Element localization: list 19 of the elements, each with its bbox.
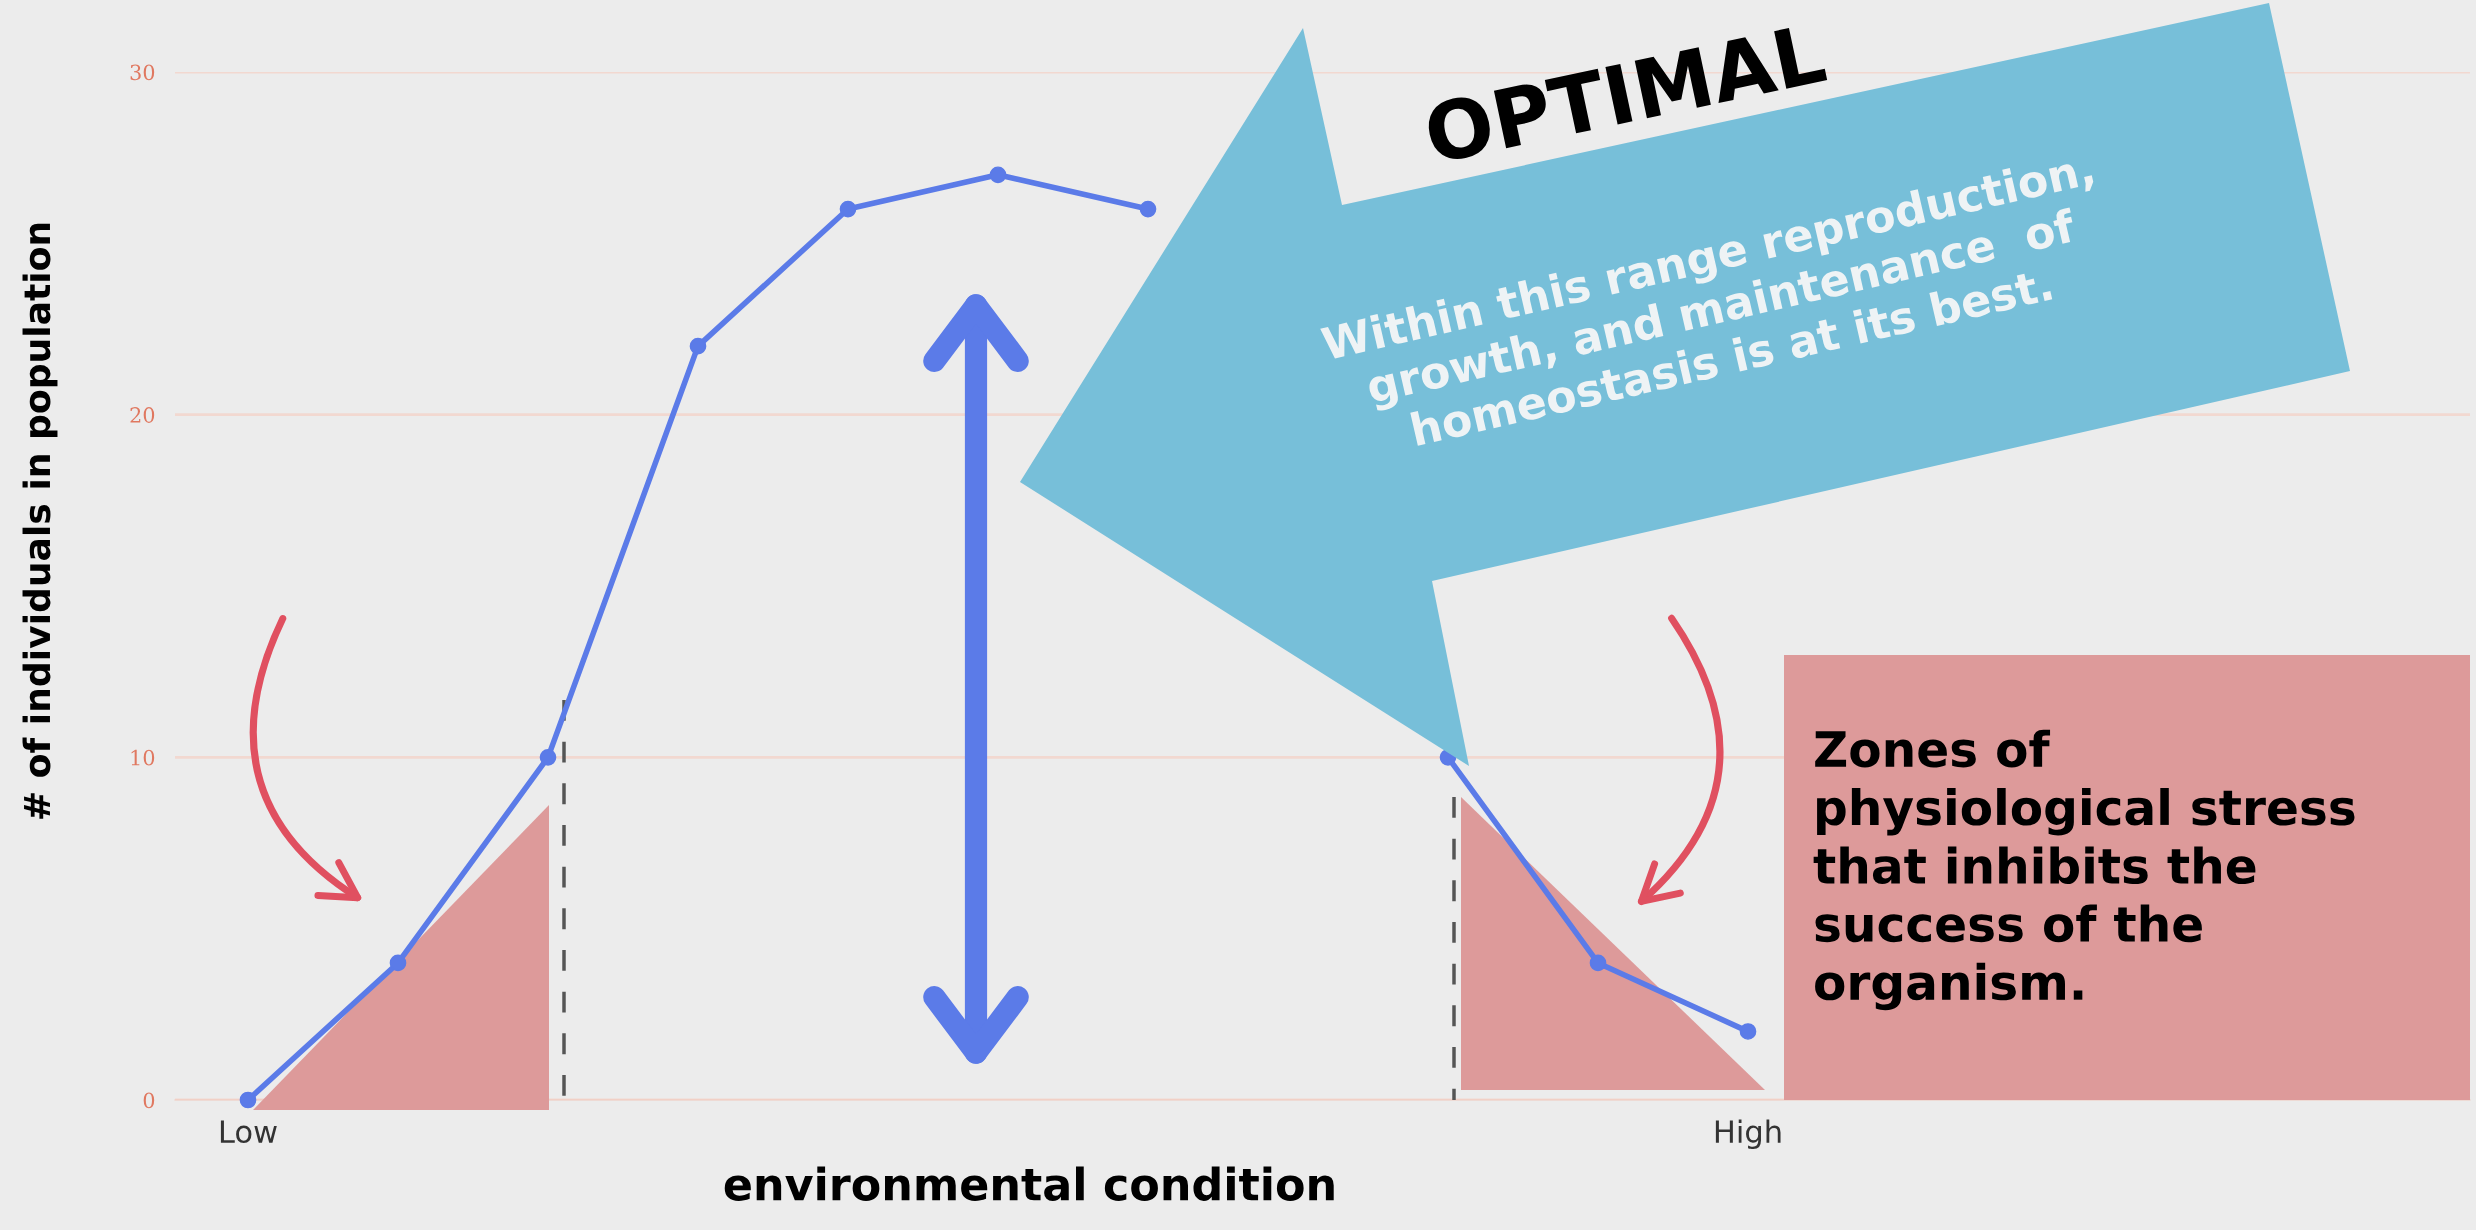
point	[539, 748, 557, 766]
point	[689, 337, 707, 355]
point	[239, 1091, 257, 1109]
point	[1739, 1023, 1757, 1040]
point	[1589, 954, 1607, 972]
point	[839, 200, 857, 218]
y-tick-label: 10	[131, 749, 155, 766]
y-tick-label: 0	[143, 1092, 155, 1109]
x-tick-label: High	[1715, 1119, 1781, 1150]
y-tick-label: 30	[130, 64, 155, 81]
point	[389, 954, 407, 972]
point	[1139, 200, 1157, 218]
point	[989, 166, 1007, 184]
y-axis-title: # of individuals in population	[22, 223, 58, 819]
x-tick-label: Low	[220, 1120, 277, 1144]
annotation: OPTIMAL	[1423, 21, 1828, 165]
x-axis-title: environmental condition	[724, 1166, 1334, 1201]
annotation: Zones of physiological stress that inhibits the success of the organism.	[1813, 729, 2355, 1011]
y-tick-label: 20	[130, 407, 155, 423]
